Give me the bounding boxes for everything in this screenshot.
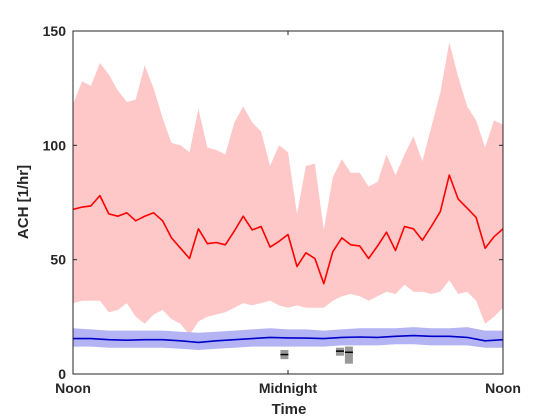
y-tick-label: 50	[50, 252, 66, 268]
y-tick-label: 150	[43, 23, 67, 39]
marker-2-box	[344, 346, 353, 364]
plot-area	[72, 42, 504, 364]
x-tick-label: Noon	[485, 380, 521, 396]
y-tick-label: 100	[43, 137, 67, 153]
series-1-line	[73, 334, 504, 344]
y-axis-title: ACH [1/hr]	[15, 165, 32, 239]
x-tick-label: Midnight	[259, 380, 318, 396]
x-tick-label: Noon	[55, 380, 91, 396]
axes: 0 50 100 150 Noon Midnight Noon	[43, 23, 521, 396]
x-axis-title: Time	[272, 401, 307, 418]
y-tick-label: 0	[58, 366, 66, 382]
series-0-line	[72, 174, 504, 285]
series-0-band	[73, 42, 503, 336]
